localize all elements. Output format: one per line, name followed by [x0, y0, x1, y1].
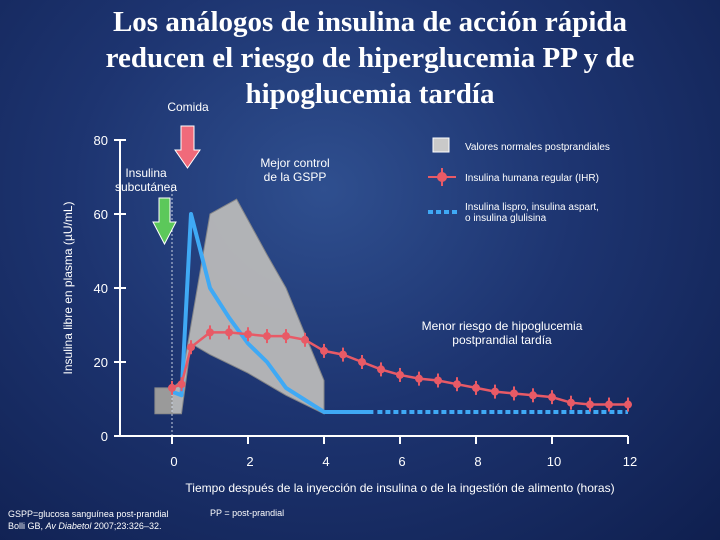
- legend-marker-dot: [437, 172, 447, 182]
- y-tick-label: 60: [94, 207, 108, 222]
- footnote-gspp: GSPP=glucosa sanguínea post-prandial: [8, 509, 169, 519]
- regular-insulin-point: [472, 383, 480, 392]
- regular-insulin-point: [491, 387, 499, 396]
- footnote-pp: PP = post-prandial: [210, 508, 285, 518]
- regular-insulin-point: [358, 358, 366, 366]
- y-tick-label: 0: [101, 429, 108, 444]
- regular-insulin-point: [548, 393, 556, 402]
- regular-insulin-point: [453, 380, 461, 389]
- regular-insulin-point: [510, 389, 518, 398]
- regular-insulin-point: [187, 343, 195, 352]
- x-axis-label: Tiempo después de la inyección de insuli…: [185, 481, 614, 495]
- y-axis-label: Insulina libre en plasma (µU/mL): [61, 202, 75, 375]
- mejor-control-label: Mejor control de la GSPP: [260, 156, 329, 184]
- regular-insulin-point: [244, 330, 252, 339]
- page-title: Los análogos de insulina de acción rápid…: [60, 4, 680, 112]
- regular-insulin-point: [168, 383, 176, 392]
- legend-dash-label: Insulina lispro, insulina aspart, o insul…: [465, 202, 599, 224]
- footnote-source: GSPP=glucosa sanguínea post-prandial Bol…: [8, 508, 168, 532]
- regular-insulin-point: [339, 350, 347, 359]
- regular-insulin-point: [225, 328, 233, 337]
- regular-insulin-point: [567, 398, 575, 407]
- regular-insulin-point: [529, 391, 537, 400]
- x-tick-label: 4: [322, 454, 329, 469]
- regular-insulin-point: [586, 400, 594, 409]
- regular-insulin-point: [177, 380, 186, 389]
- title-line-2: reducen el riesgo de hiperglucemia PP y …: [105, 42, 635, 74]
- x-tick-label: 6: [398, 454, 405, 469]
- menor-riesgo-label: Menor riesgo de hipoglucemia postprandial…: [422, 319, 583, 347]
- comida-label: Comida: [167, 100, 209, 114]
- footnote-citation: Bolli GB, Av Diabetol 2007;23:326–32.: [8, 521, 162, 531]
- regular-insulin-point: [320, 346, 328, 355]
- regular-insulin-point: [605, 400, 613, 409]
- x-tick-label: 8: [474, 454, 481, 469]
- y-tick-label: 80: [94, 133, 108, 148]
- regular-insulin-point: [624, 400, 632, 409]
- regular-insulin-point: [206, 328, 214, 337]
- insulin-arrow-icon: [152, 197, 177, 246]
- legend-band-label: Valores normales postprandiales: [465, 142, 610, 153]
- series-rapid-insulin-line: [171, 212, 374, 414]
- legend-marker-label: Insulina humana regular (IHR): [465, 173, 599, 184]
- regular-insulin-point: [263, 332, 271, 341]
- y-tick-label: 20: [94, 355, 108, 370]
- legend-band-swatch: [432, 137, 450, 153]
- x-tick-label: 12: [623, 454, 637, 469]
- regular-insulin-point: [434, 376, 442, 385]
- regular-insulin-point: [282, 332, 290, 341]
- insulina-subcutanea-label: Insulina subcutánea: [115, 166, 177, 194]
- comida-arrow-icon: [174, 125, 201, 169]
- x-tick-label: 2: [246, 454, 253, 469]
- y-tick-label: 40: [94, 281, 108, 296]
- title-line-1: Los análogos de insulina de acción rápid…: [112, 6, 628, 38]
- regular-insulin-point: [415, 374, 423, 383]
- regular-insulin-point: [301, 335, 309, 344]
- title-line-3: hipoglucemia tardía: [245, 78, 495, 110]
- x-tick-label: 10: [547, 454, 561, 469]
- regular-insulin-point: [377, 365, 385, 374]
- normal-range-band-start: [154, 387, 173, 415]
- regular-insulin-point: [396, 370, 404, 379]
- x-tick-label: 0: [170, 454, 177, 469]
